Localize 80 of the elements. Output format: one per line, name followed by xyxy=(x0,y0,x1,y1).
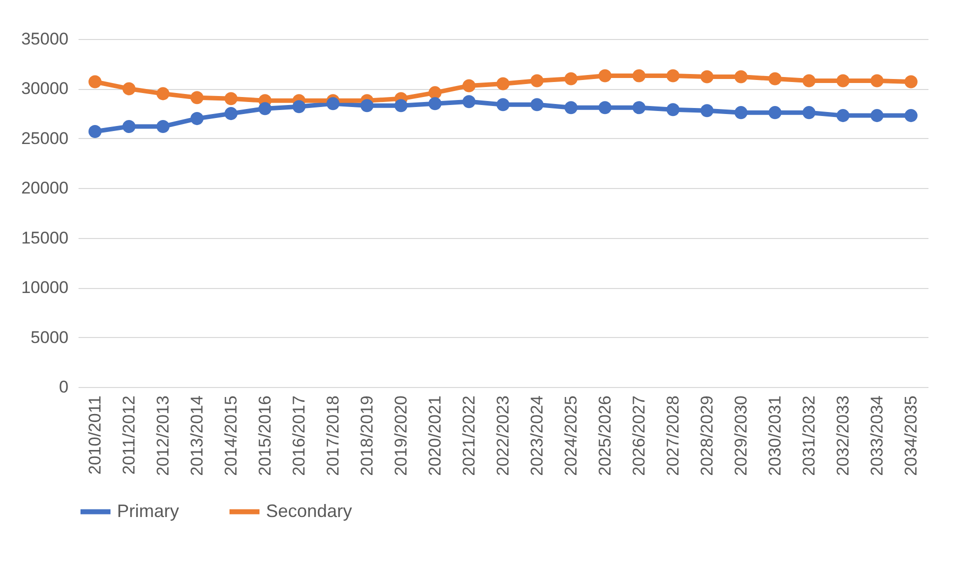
point xyxy=(802,106,816,120)
point xyxy=(598,69,612,82)
point xyxy=(224,92,238,106)
point xyxy=(632,101,646,114)
point xyxy=(156,87,170,100)
x-tick-label: 2025/2026 xyxy=(596,396,614,476)
x-tick-label: 2027/2028 xyxy=(664,396,682,476)
x-tick-label: 2013/2014 xyxy=(188,396,206,476)
point xyxy=(224,107,238,120)
point xyxy=(496,98,510,112)
y-tick-label: 5000 xyxy=(30,328,68,347)
point xyxy=(700,70,714,84)
point xyxy=(904,75,918,88)
y-tick-label: 35000 xyxy=(21,30,68,48)
point xyxy=(700,104,714,118)
point xyxy=(836,109,850,122)
x-tick-label: 2015/2016 xyxy=(256,396,274,476)
x-tick-label: 2031/2032 xyxy=(800,396,818,476)
point xyxy=(88,75,102,88)
point xyxy=(836,74,850,88)
x-tick-label: 2012/2013 xyxy=(154,396,172,476)
point xyxy=(904,109,918,122)
point xyxy=(190,91,204,104)
x-tick-label: 2011/2012 xyxy=(120,396,138,475)
point xyxy=(462,95,476,108)
x-tick-label: 2032/2033 xyxy=(834,396,852,476)
point xyxy=(394,99,408,112)
x-tick-label: 2029/2030 xyxy=(732,396,750,476)
point xyxy=(156,120,170,134)
point xyxy=(258,102,272,116)
point xyxy=(496,77,510,90)
point xyxy=(428,86,442,100)
y-tick-label: 10000 xyxy=(21,278,68,298)
point xyxy=(598,101,612,114)
point xyxy=(530,74,544,88)
x-tick-label: 2023/2024 xyxy=(528,396,546,476)
point xyxy=(870,74,884,88)
x-tick-label: 2034/2035 xyxy=(902,396,920,476)
point xyxy=(360,99,374,112)
x-tick-label: 2016/2017 xyxy=(290,396,308,476)
y-tick-label: 25000 xyxy=(21,128,68,148)
x-tick-label: 2017/2018 xyxy=(324,396,342,476)
point xyxy=(530,98,544,112)
x-tick-label: 2033/2034 xyxy=(868,396,886,476)
point xyxy=(122,82,136,96)
point xyxy=(564,72,578,86)
point xyxy=(88,124,102,138)
point xyxy=(734,106,748,120)
x-tick-label: 2026/2027 xyxy=(630,396,648,476)
point xyxy=(666,103,680,116)
x-tick-label: 2030/2031 xyxy=(766,396,784,476)
point xyxy=(462,79,476,92)
point xyxy=(734,70,748,84)
y-tick-label: 30000 xyxy=(21,79,68,98)
x-tick-label: 2018/2019 xyxy=(358,396,376,476)
point xyxy=(292,100,306,114)
x-tick-label: 2022/2023 xyxy=(494,396,512,476)
y-tick-label: 20000 xyxy=(21,178,68,198)
point xyxy=(666,69,680,82)
legend-label: Secondary xyxy=(266,500,352,521)
y-tick-label: 0 xyxy=(59,378,68,396)
point xyxy=(802,74,816,88)
x-tick-label: 2010/2011 xyxy=(86,396,104,475)
x-tick-label: 2021/2022 xyxy=(460,396,478,476)
point xyxy=(564,101,578,114)
point xyxy=(768,106,782,120)
point xyxy=(326,97,340,110)
point xyxy=(870,109,884,122)
point xyxy=(122,120,136,134)
y-tick-label: 15000 xyxy=(21,228,68,248)
legend-label: Primary xyxy=(117,500,179,521)
x-tick-label: 2028/2029 xyxy=(698,396,716,476)
point xyxy=(190,112,204,126)
x-tick-label: 2019/2020 xyxy=(392,396,410,476)
point xyxy=(632,69,646,82)
point xyxy=(428,97,442,110)
x-tick-label: 2024/2025 xyxy=(562,396,580,476)
x-tick-label: 2020/2021 xyxy=(426,396,444,476)
point xyxy=(768,72,782,86)
x-tick-label: 2014/2015 xyxy=(222,396,240,476)
